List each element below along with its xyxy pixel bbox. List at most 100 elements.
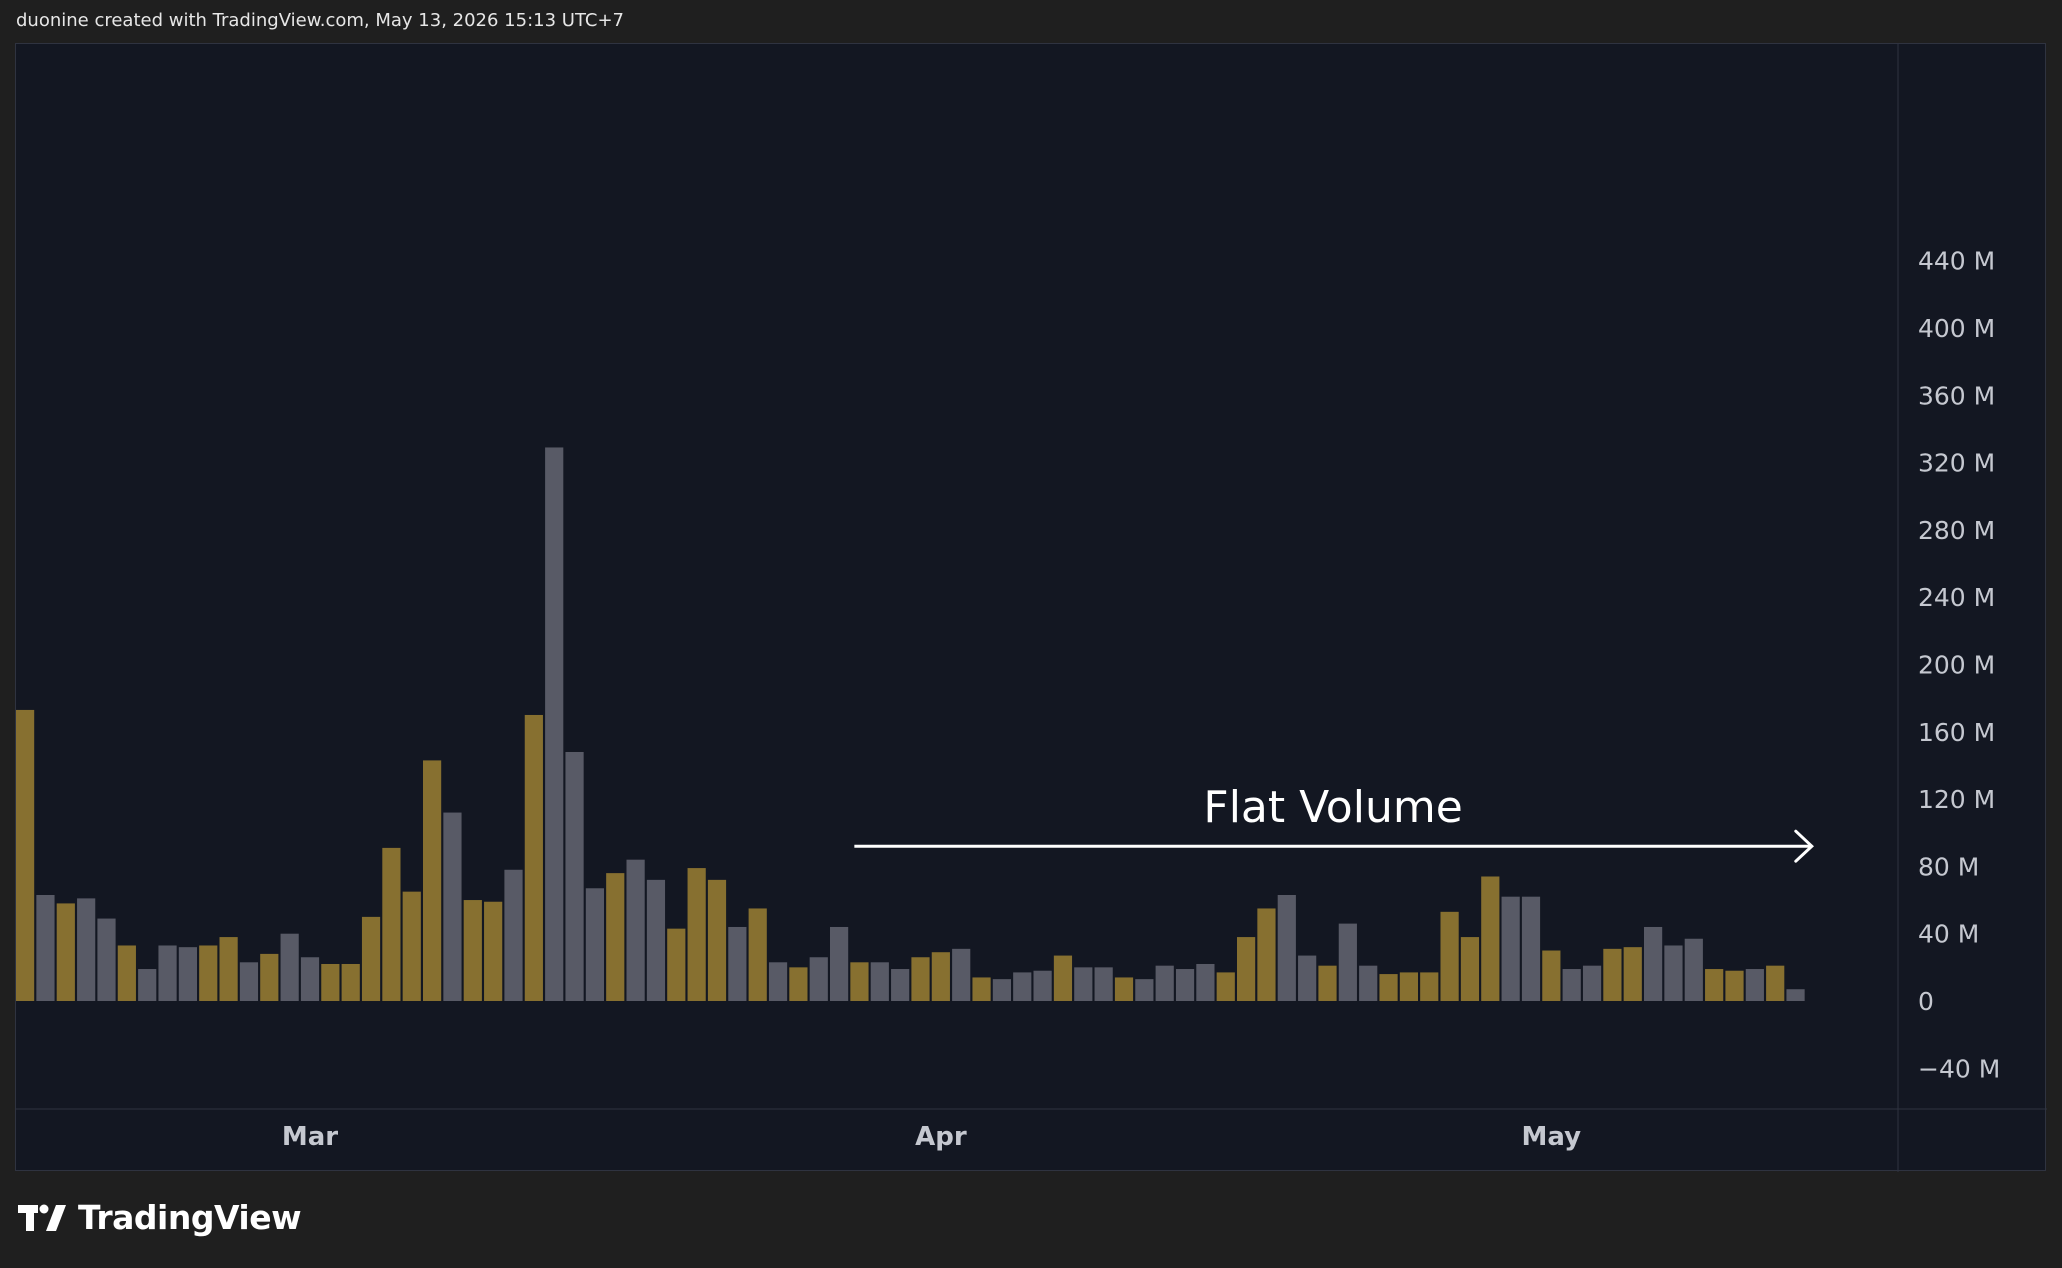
volume-bar <box>56 903 75 1001</box>
x-axis-tick-label: Apr <box>915 1122 967 1152</box>
volume-bar <box>463 900 482 1001</box>
volume-bar <box>178 947 197 1001</box>
volume-bar <box>16 709 35 1001</box>
volume-bar <box>199 945 218 1001</box>
volume-chart[interactable]: 440 M 400 M 360 M 320 M 280 M 240 M 200 M 160 M… <box>16 44 2047 1172</box>
volume-bar <box>687 868 706 1001</box>
volume-bar <box>1582 965 1602 1001</box>
volume-bar <box>809 957 828 1001</box>
volume-bar <box>138 969 157 1001</box>
volume-bar <box>891 969 910 1001</box>
volume-bar <box>1135 979 1154 1001</box>
volume-bar <box>748 908 767 1001</box>
x-axis-tick-label: Mar <box>282 1122 338 1152</box>
volume-bar <box>1644 926 1663 1001</box>
volume-bar <box>321 963 340 1001</box>
volume-bar <box>1237 937 1256 1001</box>
y-axis-tick-label: 440 M <box>1918 247 1995 276</box>
volume-bar <box>931 952 950 1001</box>
volume-bar <box>707 879 727 1001</box>
volume-bar <box>341 963 360 1001</box>
y-axis-tick-label: 360 M <box>1918 381 1995 410</box>
volume-bar <box>1501 896 1520 1001</box>
volume-bar <box>626 859 645 1001</box>
volume-bar <box>565 751 584 1001</box>
y-axis-tick-label: −40 M <box>1918 1054 2000 1083</box>
volume-bar <box>1399 972 1418 1001</box>
volume-bar <box>1338 923 1357 1001</box>
volume-bar <box>260 953 279 1001</box>
y-axis-tick-label: 200 M <box>1918 651 1995 680</box>
volume-bar <box>1379 974 1398 1001</box>
volume-bar <box>1664 945 1683 1001</box>
volume-bar <box>789 967 808 1001</box>
y-axis-tick-label: 280 M <box>1918 516 1995 545</box>
volume-bar <box>728 926 747 1001</box>
y-axis-tick-label: 160 M <box>1918 718 1995 747</box>
volume-bar <box>1420 972 1439 1001</box>
volume-bar <box>1094 967 1113 1001</box>
volume-bar <box>1114 977 1134 1001</box>
volume-bar <box>1175 969 1195 1001</box>
tradingview-brand-name: TradingView <box>78 1198 302 1237</box>
chart-panel[interactable]: 440 M 400 M 360 M 320 M 280 M 240 M 200 M 160 M… <box>15 43 2047 1172</box>
y-axis-tick-label: 0 <box>1918 987 1934 1016</box>
volume-bar <box>117 945 136 1001</box>
volume-bar <box>1298 955 1317 1001</box>
x-axis-tick-label: May <box>1522 1122 1582 1152</box>
volume-bar <box>1745 969 1764 1001</box>
volume-bar <box>484 901 503 1001</box>
volume-bar <box>1318 965 1337 1001</box>
volume-bar <box>1440 911 1459 1001</box>
annotation-arrow-head <box>1794 829 1814 863</box>
volume-bar <box>36 895 55 1001</box>
tradingview-logo[interactable]: TradingView <box>18 1198 302 1237</box>
volume-bar <box>402 891 421 1001</box>
volume-bar <box>280 933 299 1001</box>
volume-bar <box>1216 972 1235 1001</box>
volume-bar <box>158 945 177 1001</box>
y-axis-tick-label: 120 M <box>1918 785 1995 814</box>
volume-bar <box>300 957 320 1001</box>
volume-bar <box>1603 948 1622 1001</box>
volume-bar <box>1725 970 1744 1001</box>
volume-bar <box>382 847 401 1001</box>
volume-bar <box>952 948 971 1001</box>
volume-bar <box>1359 965 1378 1001</box>
volume-bar <box>1766 965 1785 1001</box>
volume-bar <box>1786 989 1805 1001</box>
volume-bar <box>1155 965 1174 1001</box>
volume-bar <box>1623 947 1642 1001</box>
volume-bar <box>992 979 1011 1001</box>
volume-bar <box>1562 969 1581 1001</box>
volume-bar <box>1684 938 1703 1001</box>
y-axis-tick-label: 240 M <box>1918 583 1995 612</box>
volume-bar <box>1257 908 1276 1001</box>
volume-bar <box>1013 972 1032 1001</box>
volume-bar <box>830 926 849 1001</box>
volume-bar <box>423 760 442 1001</box>
volume-bar <box>1460 937 1480 1001</box>
volume-bar <box>768 962 788 1001</box>
volume-bar <box>1705 969 1724 1001</box>
volume-bar <box>524 714 543 1001</box>
volume-bar <box>443 812 462 1001</box>
volume-bar <box>850 962 869 1001</box>
volume-bar <box>870 962 889 1001</box>
volume-bar <box>219 937 238 1001</box>
tradingview-logo-icon <box>18 1204 66 1231</box>
y-axis-tick-label: 40 M <box>1918 920 1979 949</box>
volume-bar <box>504 869 523 1001</box>
volume-bar <box>585 888 604 1001</box>
volume-bar <box>1542 950 1561 1001</box>
y-axis-tick-label: 80 M <box>1918 852 1979 881</box>
volume-bar <box>77 898 96 1001</box>
volume-bar <box>97 918 116 1001</box>
volume-bar <box>1033 970 1052 1001</box>
volume-bar <box>1074 967 1093 1001</box>
volume-bar <box>1053 955 1073 1001</box>
volume-bar <box>606 873 625 1001</box>
volume-bar <box>911 957 930 1001</box>
y-axis-tick-label: 400 M <box>1918 314 1995 343</box>
volume-bar <box>1196 963 1215 1001</box>
